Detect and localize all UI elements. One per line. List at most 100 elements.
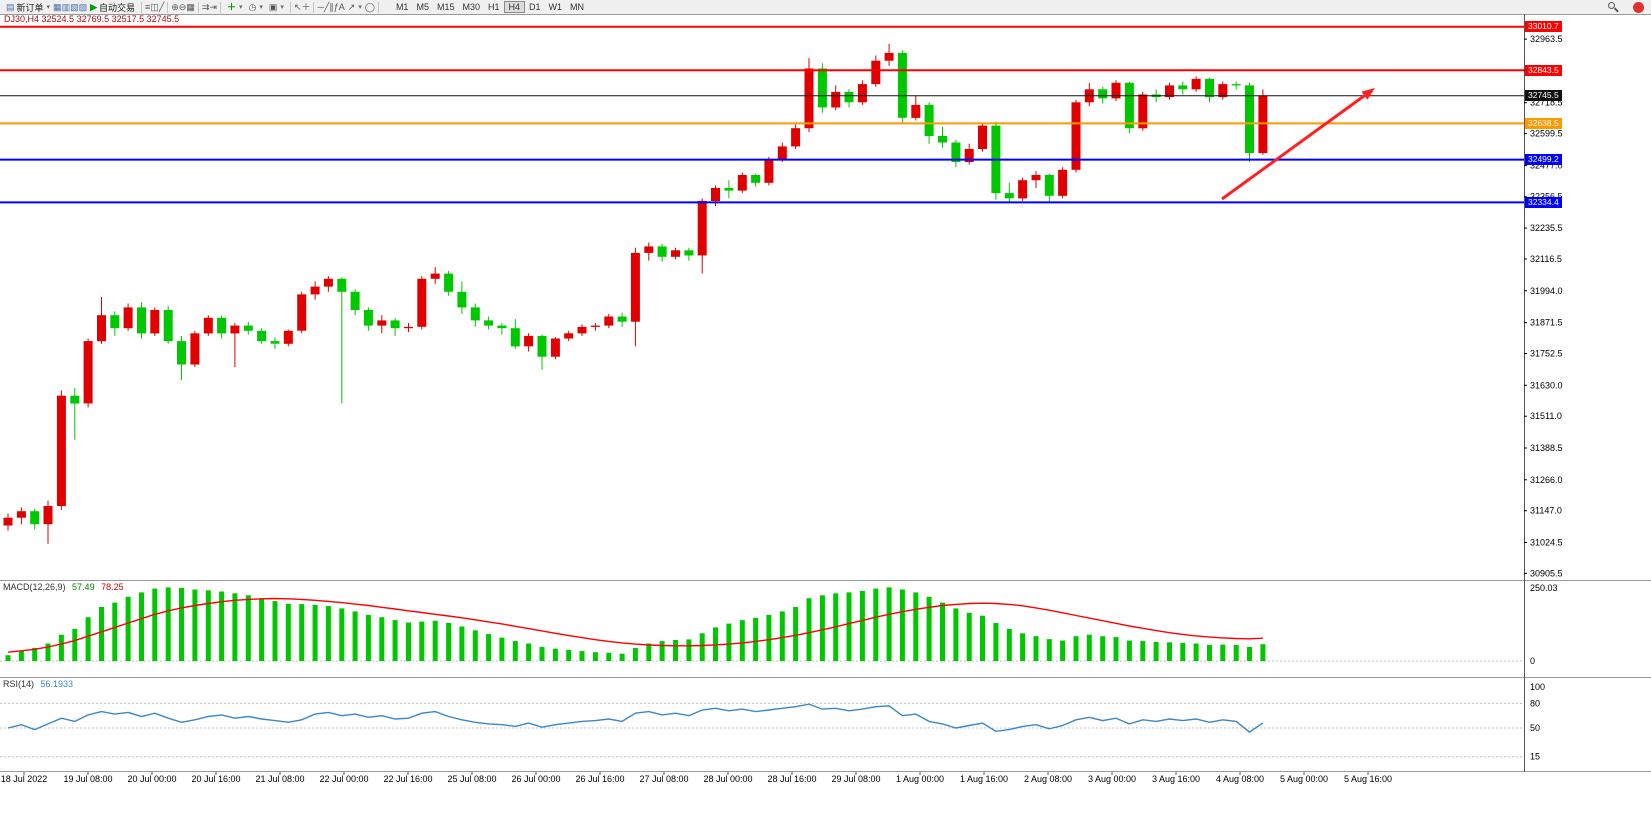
bar-chart-icon[interactable]: ≡ <box>145 2 151 12</box>
rsi-line <box>7 703 1264 733</box>
indicators-button[interactable]: ＋ ▾ <box>224 1 246 14</box>
macd-histogram-bar <box>392 620 398 661</box>
text-tool-icon[interactable]: A <box>338 2 345 12</box>
red-status-icon[interactable] <box>1633 1 1644 13</box>
macd-histogram-bar <box>926 596 932 661</box>
candle-body <box>150 310 160 334</box>
candle-body <box>1071 102 1081 170</box>
autotrading-button[interactable]: ▶ 自动交易 <box>87 1 138 14</box>
candlestick-chart-icon[interactable]: ◫ <box>150 2 159 12</box>
macd-histogram-bar <box>472 630 478 661</box>
toolbar-separator <box>141 1 143 13</box>
candle-body <box>363 310 373 326</box>
candle-body <box>1245 85 1254 153</box>
macd-histogram-bar <box>606 652 612 661</box>
candle-body <box>737 175 747 191</box>
timeframe-h1[interactable]: H1 <box>488 2 500 12</box>
periods-button[interactable]: ◷ ▾ <box>245 1 265 14</box>
zoom-out-icon[interactable]: ⊖ <box>178 2 187 12</box>
macd-histogram-bar <box>1020 633 1026 661</box>
candle-body <box>350 291 360 310</box>
timeframe-w1[interactable]: W1 <box>548 2 563 12</box>
trend-arrow-line[interactable] <box>1221 94 1366 201</box>
macd-histogram-bar <box>219 591 225 661</box>
macd-scale-max: 250.03 <box>1530 583 1558 593</box>
arrows-tool-button[interactable]: ↗ ▾ <box>345 1 365 14</box>
candle-body <box>1058 169 1068 196</box>
macd-histogram-bar <box>18 650 24 661</box>
shapes-tool-icon[interactable]: ◯ <box>364 2 375 12</box>
candle-body <box>630 252 640 322</box>
trend-arrow-head[interactable] <box>1361 88 1376 100</box>
crosshair-icon[interactable]: ＋ <box>301 2 311 12</box>
macd-histogram-bar <box>953 608 959 661</box>
macd-histogram-bar <box>566 649 572 661</box>
timeframe-d1[interactable]: D1 <box>529 2 541 12</box>
toolbar-separator <box>167 1 169 13</box>
chart-shift-icon[interactable]: ⇥ <box>209 2 217 12</box>
data-window-icon[interactable]: ▥ <box>61 2 71 12</box>
zoom-in-icon[interactable]: ⊕ <box>171 2 179 12</box>
chevron-down-icon: ▾ <box>238 4 243 11</box>
toolbar-separator <box>219 1 221 13</box>
candle-body <box>711 188 720 201</box>
line-chart-icon[interactable]: ╱ <box>158 2 165 12</box>
cursor-icon[interactable]: ↖ <box>293 2 302 12</box>
candle-body <box>323 278 333 287</box>
templates-button[interactable]: ▣ ▾ <box>266 1 287 14</box>
fibonacci-icon[interactable]: ƒ <box>333 2 339 12</box>
macd-histogram-bar <box>272 601 278 661</box>
timeframe-m1[interactable]: M1 <box>395 2 409 12</box>
candle-body <box>390 320 400 329</box>
macd-histogram-bar <box>459 626 465 661</box>
horizontal-line-icon[interactable]: ─ <box>317 2 324 12</box>
price-tick-label: 31388.5 <box>1530 443 1563 453</box>
symbol-ohlc-label: DJ30,H4 32524.5 32769.5 32517.5 32745.5 <box>4 14 179 24</box>
new-order-icon: ▤ <box>6 2 15 12</box>
tile-windows-icon[interactable]: ▦ <box>186 2 195 12</box>
candle-body <box>243 325 253 331</box>
candle-body <box>951 142 961 162</box>
channel-icon[interactable]: ∥ <box>329 2 334 12</box>
macd-histogram-bar <box>552 648 558 661</box>
candle-body <box>283 330 293 344</box>
timeframe-m15[interactable]: M15 <box>436 2 455 12</box>
rsi-scale-label: 50 <box>1530 723 1540 733</box>
macd-histogram-bar <box>886 587 892 661</box>
candle-body <box>617 316 627 322</box>
market-watch-icon[interactable]: ▦ <box>53 2 62 12</box>
new-order-label: 新订单 <box>16 2 44 13</box>
search-icon[interactable] <box>1608 1 1619 13</box>
timeframe-m30[interactable]: M30 <box>462 2 480 12</box>
macd-histogram-bar <box>646 643 652 661</box>
candle-body <box>56 395 66 506</box>
candle-body <box>804 68 814 129</box>
candle-body <box>564 333 574 339</box>
macd-histogram-bar <box>192 589 198 661</box>
candle-body <box>30 511 40 525</box>
toolbar-separator <box>377 1 379 13</box>
macd-histogram-bar <box>846 592 852 661</box>
timeframe-m5[interactable]: M5 <box>416 2 429 12</box>
price-tick-label: 31630.0 <box>1530 380 1563 390</box>
candle-body <box>257 330 267 342</box>
indicators-plus-icon: ＋ <box>226 2 236 12</box>
auto-scroll-icon[interactable]: ⇉ <box>201 2 210 12</box>
trendline-icon[interactable]: ╱ <box>323 2 330 12</box>
candle-body <box>1178 85 1188 90</box>
timeframe-mn[interactable]: MN <box>570 2 585 12</box>
macd-histogram-bar <box>1140 641 1146 661</box>
candle-body <box>1124 82 1134 129</box>
candle-body <box>43 506 53 525</box>
navigator-icon[interactable]: ▧ <box>70 2 79 12</box>
macd-histogram-bar <box>285 603 291 661</box>
timeframe-h4[interactable]: H4 <box>503 1 526 13</box>
chevron-down-icon: ▾ <box>259 4 263 11</box>
candle-body <box>270 341 280 344</box>
new-order-button[interactable]: ▤ 新订单 ▾ <box>3 1 53 14</box>
macd-histogram-bar <box>432 620 438 661</box>
candle-body <box>817 68 827 108</box>
terminal-icon[interactable]: ▨ <box>78 2 88 12</box>
macd-histogram-bar <box>112 602 118 661</box>
